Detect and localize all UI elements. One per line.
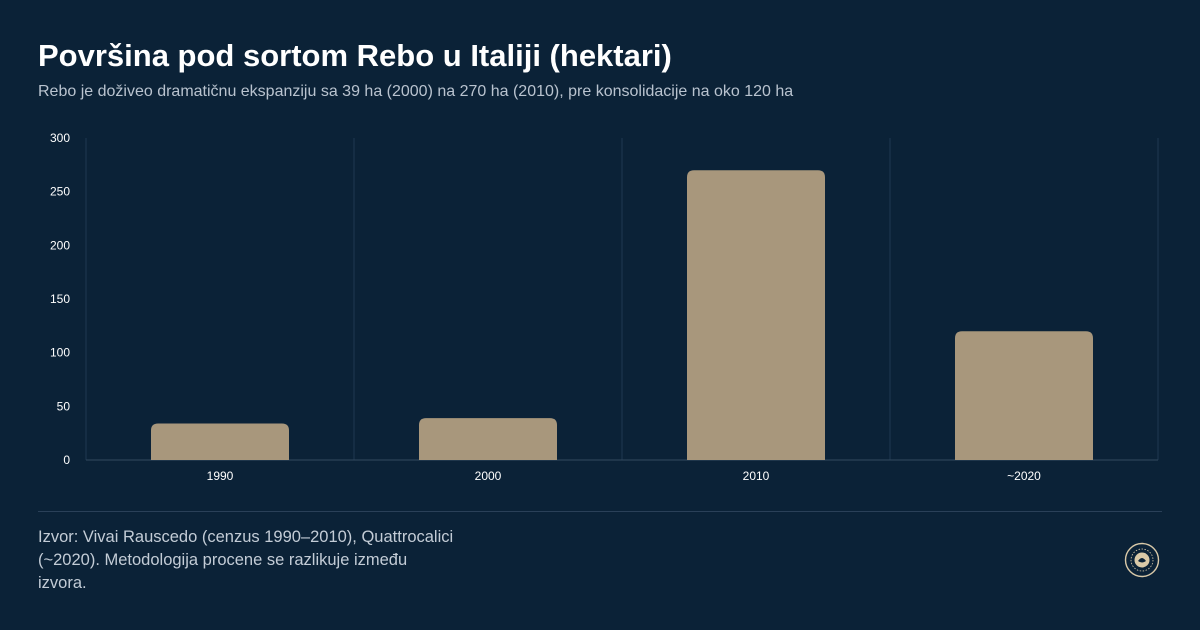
x-tick-label: 2000 (475, 469, 502, 483)
x-tick-label: 1990 (207, 469, 234, 483)
y-tick-label: 200 (50, 238, 70, 252)
y-tick-label: 150 (50, 292, 70, 306)
seal-logo-icon (1124, 542, 1160, 578)
footer-divider (38, 511, 1162, 512)
x-tick-label: ~2020 (1007, 469, 1041, 483)
y-tick-label: 250 (50, 185, 70, 199)
chart-title: Površina pod sortom Rebo u Italiji (hekt… (38, 38, 672, 73)
bar (955, 331, 1093, 460)
y-tick-label: 300 (50, 131, 70, 145)
bar (151, 423, 289, 460)
bar (419, 418, 557, 460)
y-tick-label: 50 (57, 399, 71, 413)
bar (687, 170, 825, 460)
bar-chart: 0 50 100 150 200 250 300 1990 2000 2010 ~2020 (50, 131, 1159, 483)
x-tick-label: 2010 (743, 469, 770, 483)
y-tick-label: 100 (50, 346, 70, 360)
source-note: Izvor: Vivai Rauscedo (cenzus 1990–2010)… (38, 528, 454, 592)
y-tick-label: 0 (63, 453, 70, 467)
chart-subtitle: Rebo je doživeo dramatičnu ekspanziju sa… (38, 83, 794, 100)
